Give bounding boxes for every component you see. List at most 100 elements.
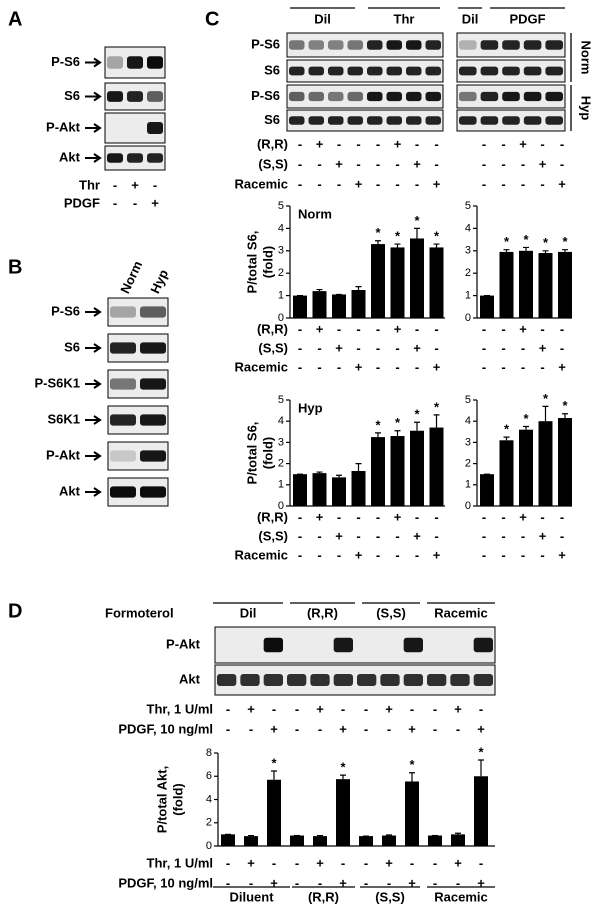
treatment-sign: - bbox=[521, 547, 525, 562]
error-bar bbox=[562, 249, 568, 252]
treatment-sign: - bbox=[540, 321, 544, 336]
y-tick-label: 2 bbox=[278, 458, 284, 470]
band bbox=[459, 40, 477, 50]
column-label: Norm bbox=[117, 259, 145, 296]
bar bbox=[538, 421, 553, 506]
error-bar bbox=[375, 240, 381, 245]
y-tick-label: 0 bbox=[278, 312, 284, 324]
band bbox=[523, 91, 542, 102]
blot bbox=[214, 626, 496, 664]
band bbox=[523, 40, 542, 50]
treatment-sign: + bbox=[413, 156, 421, 171]
treatment-label: (R,R) bbox=[257, 509, 288, 524]
significance-marker: * bbox=[523, 411, 529, 426]
treatment-label: Thr bbox=[79, 177, 100, 192]
band bbox=[406, 116, 422, 125]
treatment-sign: + bbox=[539, 156, 547, 171]
bar bbox=[371, 437, 385, 506]
group-label: Thr bbox=[394, 11, 415, 26]
treatment-sign: - bbox=[317, 547, 321, 562]
band bbox=[459, 91, 477, 102]
treatment-sign: - bbox=[482, 547, 486, 562]
treatment-sign: + bbox=[385, 855, 393, 870]
bar bbox=[267, 779, 281, 846]
y-tick-label: 3 bbox=[278, 436, 284, 448]
bar bbox=[499, 440, 514, 506]
treatment-sign: + bbox=[558, 359, 566, 374]
group-label: Dil bbox=[462, 11, 479, 26]
treatment-label: Thr, 1 U/ml bbox=[147, 701, 213, 716]
band bbox=[367, 116, 383, 125]
bar bbox=[293, 474, 307, 506]
y-tick-label: 0 bbox=[465, 312, 471, 324]
treatment-sign: + bbox=[394, 321, 402, 336]
band bbox=[380, 674, 400, 686]
treatment-sign: - bbox=[415, 176, 419, 191]
significance-marker: * bbox=[375, 417, 381, 432]
band bbox=[367, 40, 383, 50]
band bbox=[545, 91, 563, 102]
treatment-sign: - bbox=[387, 875, 391, 890]
treatment-sign: - bbox=[501, 340, 505, 355]
treatment-sign: + bbox=[151, 195, 159, 210]
bar bbox=[221, 834, 235, 846]
arrow-head bbox=[93, 451, 102, 461]
treatment-sign: - bbox=[337, 509, 341, 524]
treatment-sign: + bbox=[539, 340, 547, 355]
significance-marker: * bbox=[434, 399, 440, 414]
treatment-sign: - bbox=[317, 176, 321, 191]
significance-marker: * bbox=[395, 229, 401, 244]
significance-marker: * bbox=[395, 415, 401, 430]
band bbox=[147, 56, 163, 69]
y-tick-label: 5 bbox=[465, 200, 471, 212]
treatment-sign: + bbox=[385, 701, 393, 716]
band bbox=[473, 637, 493, 653]
band bbox=[127, 91, 143, 102]
treatment-sign: + bbox=[477, 721, 485, 736]
treatment-sign: - bbox=[433, 701, 437, 716]
blot bbox=[104, 112, 166, 144]
band bbox=[357, 674, 377, 686]
band bbox=[425, 66, 441, 76]
treatment-sign: - bbox=[433, 721, 437, 736]
treatment-sign: - bbox=[560, 156, 564, 171]
error-bar bbox=[317, 834, 323, 837]
bar bbox=[244, 836, 258, 846]
band bbox=[147, 122, 163, 134]
bar bbox=[429, 427, 444, 506]
treatment-sign: - bbox=[364, 701, 368, 716]
treatment-label: PDGF, 10 ng/ml bbox=[118, 875, 213, 890]
treatment-sign: - bbox=[482, 156, 486, 171]
bar bbox=[428, 835, 442, 846]
treatment-sign: - bbox=[298, 136, 302, 151]
y-tick-label: 5 bbox=[278, 394, 284, 406]
treatment-sign: + bbox=[131, 177, 139, 192]
error-bar bbox=[523, 425, 529, 430]
band bbox=[406, 91, 422, 102]
treatment-sign: + bbox=[394, 509, 402, 524]
band bbox=[347, 116, 363, 125]
band bbox=[140, 378, 166, 390]
arrow-head bbox=[93, 57, 102, 68]
panel-letter: D bbox=[8, 600, 22, 622]
arrow-head bbox=[93, 153, 102, 163]
band bbox=[386, 40, 402, 50]
y-tick-label: 0 bbox=[465, 500, 471, 512]
group-label: PDGF bbox=[509, 11, 545, 26]
y-tick-label: 5 bbox=[465, 394, 471, 406]
significance-marker: * bbox=[414, 213, 420, 228]
treatment-sign: - bbox=[226, 701, 230, 716]
treatment-sign: - bbox=[341, 855, 345, 870]
significance-marker: * bbox=[434, 229, 440, 244]
error-bar bbox=[394, 243, 401, 248]
arrow-head bbox=[93, 123, 102, 133]
treatment-sign: - bbox=[482, 321, 486, 336]
error-bar bbox=[386, 834, 392, 836]
treatment-sign: - bbox=[113, 195, 117, 210]
treatment-sign: + bbox=[270, 875, 278, 890]
treatment-sign: - bbox=[395, 176, 399, 191]
band bbox=[406, 40, 422, 50]
row-label: P-S6K1 bbox=[34, 375, 80, 390]
significance-marker: * bbox=[523, 232, 529, 247]
